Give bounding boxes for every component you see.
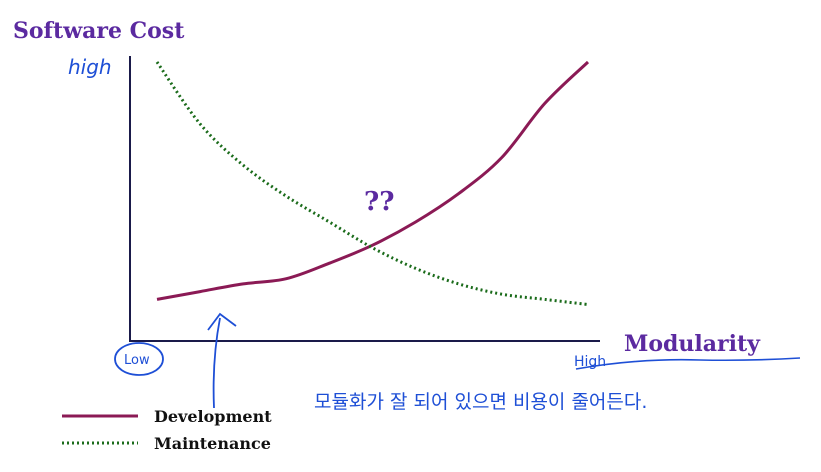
handwritten-arrowhead	[207, 312, 237, 331]
handwritten-high-x-label: High	[574, 354, 606, 370]
legend-label-maintenance: Maintenance	[154, 434, 271, 453]
handwritten-high-label: high	[68, 55, 112, 79]
series-line-development	[156, 60, 590, 301]
handwritten-low-label: Low	[124, 353, 150, 368]
y-axis-title: Software Cost	[13, 18, 185, 44]
handwritten-arrow	[212, 317, 221, 409]
handwritten-underline	[575, 357, 801, 370]
legend-label-development: Development	[154, 407, 272, 426]
series-line-maintenance	[155, 61, 589, 306]
handwritten-low-circle	[114, 342, 164, 376]
x-axis-title: Modularity	[624, 331, 761, 357]
handwritten-note: 모듈화가 잘 되어 있으면 비용이 줄어든다.	[314, 391, 647, 413]
question-annotation: ??	[364, 187, 394, 217]
